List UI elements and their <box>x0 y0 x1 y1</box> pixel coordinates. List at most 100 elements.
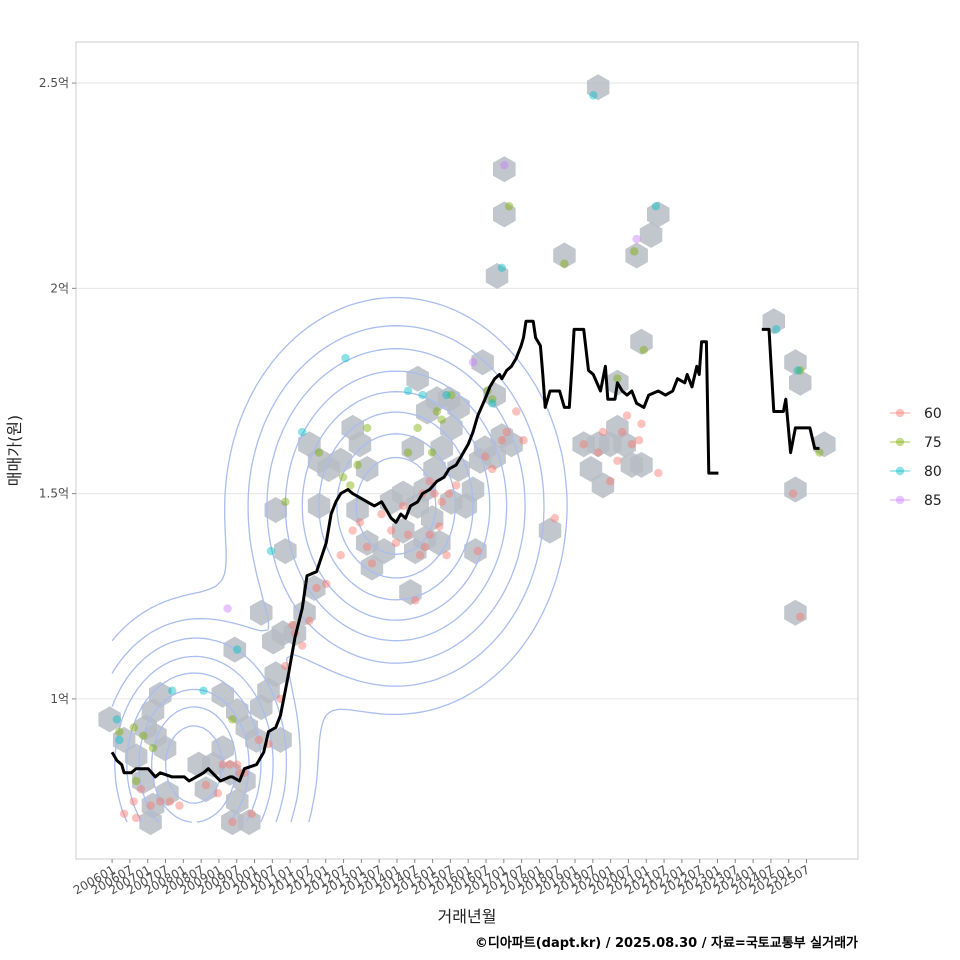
scatter-point-75 <box>115 727 124 736</box>
y-tick-label: 2억 <box>50 281 69 295</box>
legend-key-point <box>895 437 905 447</box>
scatter-point-80 <box>488 399 497 408</box>
scatter-point-60 <box>473 546 483 556</box>
scatter-point-60 <box>425 530 434 539</box>
y-axis: 1억 1.5억 2억 2.5억 <box>39 76 76 706</box>
scatter-point-60 <box>281 661 290 671</box>
hexbin-cell <box>223 636 247 663</box>
scatter-point-60 <box>336 550 345 560</box>
caption: ©디아파트(dapt.kr) / 2025.08.30 / 자료=국토교통부 실… <box>475 935 858 951</box>
scatter-point-60 <box>362 542 372 552</box>
trend-line <box>761 327 820 455</box>
hexbin-cell <box>98 706 121 733</box>
x-axis-title: 거래년월 <box>438 907 497 926</box>
scatter-point-80 <box>266 546 276 556</box>
scatter-points <box>112 91 824 827</box>
legend-item-80: 80 <box>890 464 942 480</box>
density-contour <box>151 433 456 823</box>
scatter-point-60 <box>201 780 211 790</box>
scatter-point-60 <box>146 801 155 810</box>
hexbin-cell <box>149 681 172 708</box>
scatter-point-60 <box>391 538 401 548</box>
scatter-point-75 <box>504 202 514 211</box>
scatter-point-80 <box>168 686 177 695</box>
scatter-point-75 <box>338 472 348 482</box>
plot-panel <box>75 41 859 860</box>
legend-item-60: 60 <box>890 406 942 422</box>
scatter-point-60 <box>654 468 663 478</box>
hexbin-cell <box>461 476 485 503</box>
hexbin-cell <box>250 599 273 626</box>
legend-label: 85 <box>924 493 942 509</box>
hexbin-cell <box>437 386 461 413</box>
scatter-point-75 <box>613 374 622 383</box>
legend-label: 60 <box>924 406 942 422</box>
hexbin-cell <box>428 529 451 556</box>
scatter-point-85 <box>223 604 232 613</box>
scatter-point-75 <box>129 723 138 732</box>
hexbin-cell <box>124 743 148 770</box>
hexbin-cell <box>784 349 807 376</box>
scatter-point-75 <box>131 776 141 786</box>
scatter-point-60 <box>411 596 420 605</box>
scatter-point-75 <box>403 448 413 457</box>
scatter-point-80 <box>793 366 803 375</box>
y-tick-label: 2.5억 <box>39 76 69 90</box>
legend-item-75: 75 <box>890 435 942 451</box>
hexbin-layer <box>98 74 836 836</box>
scatter-point-75 <box>314 448 324 457</box>
scatter-point-75 <box>139 731 148 741</box>
scatter-point-60 <box>387 526 396 535</box>
scatter-point-60 <box>430 489 439 498</box>
hexbin-cell <box>639 222 663 248</box>
y-axis-title: 매매가(원) <box>5 415 24 486</box>
scatter-point-60 <box>312 583 321 593</box>
hexbin-cell <box>430 435 453 462</box>
scatter-point-60 <box>119 809 129 819</box>
hexbin-cell <box>346 497 369 523</box>
scatter-point-75 <box>362 423 372 433</box>
hexbin-cell <box>591 472 615 499</box>
scatter-point-60 <box>605 477 615 486</box>
scatter-point-80 <box>589 91 598 100</box>
scatter-point-60 <box>593 448 603 457</box>
scatter-point-60 <box>213 789 223 798</box>
scatter-point-60 <box>480 452 490 461</box>
trend-line <box>110 319 719 783</box>
density-contour <box>111 325 545 823</box>
hexbin-cell <box>485 263 509 289</box>
scatter-point-60 <box>348 526 357 535</box>
hexbin-cell <box>625 242 648 269</box>
scatter-point-60 <box>175 801 184 810</box>
scatter-point-60 <box>165 797 175 806</box>
scatter-point-75 <box>413 423 422 433</box>
density-contour <box>126 391 491 823</box>
scatter-point-60 <box>305 616 314 626</box>
legend-key-point <box>895 495 905 505</box>
hexbin-cell <box>553 242 576 269</box>
scatter-point-80 <box>442 390 451 400</box>
scatter-point-60 <box>225 760 235 769</box>
panel-background <box>76 42 858 859</box>
scatter-point-60 <box>233 760 242 769</box>
hexbin-cell <box>274 538 297 565</box>
scatter-point-85 <box>468 358 478 367</box>
scatter-point-60 <box>131 813 141 823</box>
scatter-point-60 <box>425 477 434 486</box>
legend-item-85: 85 <box>890 493 942 509</box>
hexbin-cell <box>784 599 807 626</box>
scatter-point-80 <box>199 686 208 695</box>
scatter-point-80 <box>771 325 781 334</box>
legend: 60 75 80 85 <box>890 406 942 509</box>
scatter-point-75 <box>148 743 158 753</box>
scatter-point-60 <box>488 464 497 474</box>
density-contour <box>111 296 568 823</box>
hexbin-cell <box>156 780 179 807</box>
scatter-point-60 <box>497 436 507 445</box>
density-contour <box>165 456 437 804</box>
scatter-point-75 <box>437 415 446 424</box>
scatter-point-60 <box>367 559 377 568</box>
hexbin-cell <box>401 435 425 462</box>
scatter-point-80 <box>651 202 661 211</box>
